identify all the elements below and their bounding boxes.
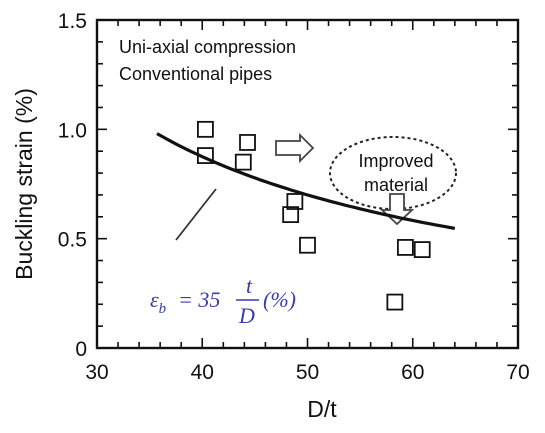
data-point-marker xyxy=(234,153,252,171)
x-tick-label: 60 xyxy=(401,361,424,384)
data-point-marker xyxy=(286,193,304,210)
data-point-marker xyxy=(396,239,414,256)
formula-leader-line xyxy=(175,188,217,241)
y-tick-label: 1.5 xyxy=(58,10,87,33)
formula-epsilon: εb xyxy=(150,287,167,317)
x-tick-label: 30 xyxy=(85,361,108,384)
formula-equals-35: = 35 xyxy=(178,287,220,312)
right-arrow-icon xyxy=(275,132,315,164)
formula-unit: (%) xyxy=(263,287,296,312)
data-point-marker xyxy=(413,241,431,259)
data-point-marker xyxy=(239,134,256,151)
data-point-marker xyxy=(197,147,214,164)
fit-curve-line xyxy=(156,132,456,230)
annotation-line-1: Uni-axial compression xyxy=(119,37,296,57)
formula-subscript: b xyxy=(159,301,167,317)
y-tick-label: 1.0 xyxy=(58,119,87,142)
data-point-marker xyxy=(197,120,214,138)
x-tick-label: 70 xyxy=(506,361,529,384)
improved-label-line-1: Improved xyxy=(358,151,433,171)
improved-label-line-2: material xyxy=(364,175,428,195)
formula-numerator: t xyxy=(246,273,253,298)
y-axis-label: Buckling strain (%) xyxy=(11,88,37,280)
x-tick-label: 40 xyxy=(191,361,214,384)
y-tick-label: 0 xyxy=(75,338,87,361)
data-point-marker xyxy=(386,293,404,311)
data-point-marker xyxy=(299,236,316,254)
data-point-marker xyxy=(282,206,300,224)
y-tick-label: 0.5 xyxy=(58,229,87,252)
formula-annotation: εb = 35 t D (%) xyxy=(150,273,296,328)
formula-denominator: D xyxy=(238,303,255,328)
x-tick-label: 50 xyxy=(296,361,319,384)
annotation-line-2: Conventional pipes xyxy=(119,64,272,84)
x-axis-label: D/t xyxy=(307,396,337,422)
